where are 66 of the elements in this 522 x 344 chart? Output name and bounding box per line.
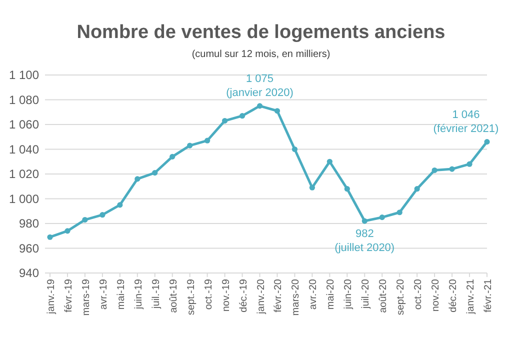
- point: [239, 113, 246, 119]
- x-tick-label: janv.-20: [256, 278, 267, 315]
- x-tick-label: juil.-20: [360, 278, 372, 310]
- y-tick-label: 1 060: [8, 118, 40, 132]
- x-tick-label: févr.-20: [273, 278, 284, 312]
- x-tick-label: mai-20: [326, 278, 337, 310]
- point: [414, 186, 420, 192]
- annotation: 1 075 (janvier 2020): [226, 72, 294, 99]
- x-tick-label: oct.-20: [413, 278, 424, 310]
- point: [432, 167, 438, 174]
- point: [274, 108, 280, 114]
- point: [344, 186, 350, 192]
- x-tick-label: oct.-19: [203, 278, 214, 310]
- y-tick-label: 980: [18, 216, 40, 231]
- y-tick-label: 1 000: [8, 192, 40, 206]
- x-tick-label: févr.-21: [483, 278, 494, 312]
- y-tick-label: 1 020: [8, 167, 40, 182]
- point: [222, 118, 228, 124]
- y-tick-label: 1 080: [8, 92, 40, 107]
- point: [256, 103, 263, 109]
- x-tick-label: juil.-19: [150, 278, 162, 310]
- point: [326, 158, 332, 164]
- x-tick-label: mai-19: [116, 278, 127, 310]
- y-tick-label: 1 100: [8, 68, 40, 82]
- x-tick-label: avr.-19: [98, 278, 110, 310]
- x-tick-label: janv.-19: [46, 278, 57, 315]
- point: [449, 166, 455, 172]
- x-tick-label: déc.-19: [238, 278, 250, 312]
- point: [82, 216, 88, 223]
- y-tick-label: 940: [18, 266, 40, 280]
- x-tick-label: mars-20: [290, 278, 302, 316]
- point: [466, 161, 472, 167]
- point: [379, 214, 385, 220]
- point: [309, 184, 315, 190]
- point: [484, 139, 490, 145]
- point: [117, 202, 123, 208]
- chart-subtitle: (cumul sur 12 mois, en milliers): [192, 49, 330, 60]
- x-tick-label: sept.-19: [186, 278, 197, 316]
- x-tick-label: sept.-20: [396, 278, 407, 316]
- point: [152, 170, 158, 176]
- point: [170, 154, 176, 160]
- point: [47, 234, 53, 240]
- x-tick-label: août-20: [378, 278, 390, 313]
- point: [292, 146, 298, 152]
- x-tick-label: nov.-20: [430, 278, 442, 312]
- point: [204, 138, 210, 144]
- x-tick-label: janv.-21: [466, 278, 477, 315]
- x-tick-label: août-19: [168, 278, 180, 313]
- x-tick-label: avr.-20: [308, 278, 320, 310]
- point: [64, 228, 70, 234]
- y-tick-label: 1 040: [8, 142, 40, 156]
- annotation: 1 046 (février 2021): [433, 108, 499, 135]
- y-tick-label: 960: [18, 241, 40, 256]
- annotation: 982 (juillet 2020): [334, 228, 395, 254]
- x-tick-label: déc.-20: [448, 278, 460, 312]
- x-tick-label: févr.-19: [63, 278, 74, 312]
- point: [187, 142, 193, 148]
- point: [396, 210, 402, 216]
- point: [100, 212, 106, 218]
- x-tick-label: nov.-19: [220, 278, 232, 312]
- point: [362, 218, 368, 224]
- chart-title: Nombre de ventes de logements anciens: [76, 22, 446, 43]
- x-tick-label: juin-20: [343, 278, 354, 310]
- point: [134, 176, 140, 182]
- x-tick-label: mars-19: [80, 278, 92, 316]
- x-tick-label: juin-19: [133, 278, 144, 310]
